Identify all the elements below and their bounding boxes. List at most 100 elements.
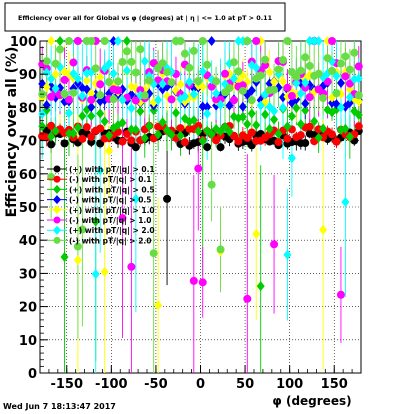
- data-point: [64, 37, 73, 45]
- data-point: [100, 266, 109, 277]
- data-point: [114, 127, 123, 136]
- data-point: [180, 91, 189, 102]
- data-point: [176, 79, 185, 90]
- data-point: [145, 120, 154, 131]
- data-point: [296, 119, 305, 130]
- data-point: [78, 134, 87, 143]
- data-point: [243, 37, 252, 45]
- data-point: [47, 131, 56, 142]
- data-point: [274, 65, 283, 74]
- data-point: [64, 95, 73, 104]
- legend-label: (-) with pT/|q| > 1.0: [69, 216, 151, 226]
- data-point: [64, 108, 73, 119]
- data-point: [296, 66, 305, 75]
- data-point: [354, 73, 363, 84]
- legend-label: (-) with pT/|q| > 2.0: [69, 236, 151, 246]
- data-point: [216, 99, 225, 110]
- data-point: [207, 180, 216, 189]
- data-point: [283, 83, 292, 92]
- legend-marker: [53, 225, 61, 235]
- data-point: [354, 122, 363, 131]
- data-point: [341, 52, 350, 61]
- data-point: [69, 88, 78, 97]
- data-point: [283, 134, 292, 143]
- data-point: [203, 108, 212, 119]
- y-tick-label: 70: [19, 135, 37, 150]
- data-point: [122, 47, 131, 56]
- data-point: [238, 86, 247, 95]
- data-point: [51, 83, 60, 94]
- data-point: [127, 136, 136, 145]
- legend-label: (-) with pT/|q| > 0.1: [69, 175, 151, 185]
- data-point: [109, 36, 118, 46]
- legend-marker: [53, 236, 61, 244]
- data-point: [261, 55, 270, 64]
- data-point: [256, 281, 265, 292]
- data-point: [91, 216, 100, 227]
- x-tick-label: 150: [321, 377, 348, 392]
- data-point: [180, 138, 189, 147]
- data-point: [198, 101, 207, 112]
- data-point: [252, 228, 261, 239]
- timestamp: Wed Jun 7 18:13:47 2017: [3, 402, 116, 411]
- data-point: [87, 95, 96, 104]
- data-point: [51, 125, 60, 136]
- data-point: [47, 140, 56, 149]
- data-point: [154, 129, 163, 140]
- data-point: [207, 36, 216, 46]
- legend-marker: [53, 175, 61, 183]
- data-point: [274, 138, 283, 147]
- x-tick-label: -100: [95, 377, 128, 392]
- data-point: [341, 123, 350, 134]
- data-point: [225, 84, 234, 93]
- data-point: [238, 111, 247, 122]
- data-point: [56, 36, 65, 46]
- data-point: [256, 71, 265, 80]
- data-point: [154, 94, 163, 105]
- data-point: [287, 92, 296, 101]
- data-point: [189, 46, 198, 55]
- data-point: [78, 90, 87, 101]
- data-point: [114, 77, 123, 86]
- legend: (+) with pT/|q| > 0.1(-) with pT/|q| > 0…: [47, 165, 155, 246]
- data-point: [158, 59, 167, 68]
- data-point: [216, 245, 225, 254]
- data-point: [42, 57, 51, 66]
- data-point: [278, 76, 287, 87]
- data-point: [69, 128, 78, 139]
- data-point: [47, 121, 56, 130]
- data-point: [47, 92, 56, 101]
- data-point: [270, 114, 279, 125]
- data-point: [229, 131, 238, 140]
- data-point: [310, 36, 319, 46]
- x-axis-label: φ (degrees): [272, 394, 351, 408]
- data-point: [51, 59, 60, 68]
- data-point: [265, 67, 274, 78]
- tick-labels: -150 -100 -50 0 50 100 150 0 10 20 30 40 50 60 70 80 90 1…: [10, 35, 348, 392]
- legend-label: (+) with pT/|q| > 1.0: [69, 206, 155, 216]
- data-point: [319, 224, 328, 235]
- data-point: [42, 67, 51, 78]
- title-frame: [4, 2, 286, 32]
- legend-marker: [53, 205, 61, 215]
- data-point: [131, 193, 140, 204]
- data-point: [140, 91, 149, 100]
- x-tick-label: -50: [144, 377, 168, 392]
- data-point: [140, 133, 149, 144]
- data-point: [198, 135, 207, 146]
- data-point: [145, 76, 154, 85]
- data-point: [234, 36, 243, 46]
- data-point: [336, 77, 345, 88]
- data-point: [198, 81, 207, 92]
- data-point: [350, 48, 359, 57]
- data-point: [225, 126, 234, 137]
- data-point: [305, 122, 314, 131]
- data-point: [354, 62, 363, 71]
- data-point: [301, 53, 310, 62]
- y-tick-label: 10: [19, 334, 37, 349]
- data-point: [194, 77, 203, 86]
- data-point: [140, 56, 149, 67]
- data-point: [221, 121, 230, 132]
